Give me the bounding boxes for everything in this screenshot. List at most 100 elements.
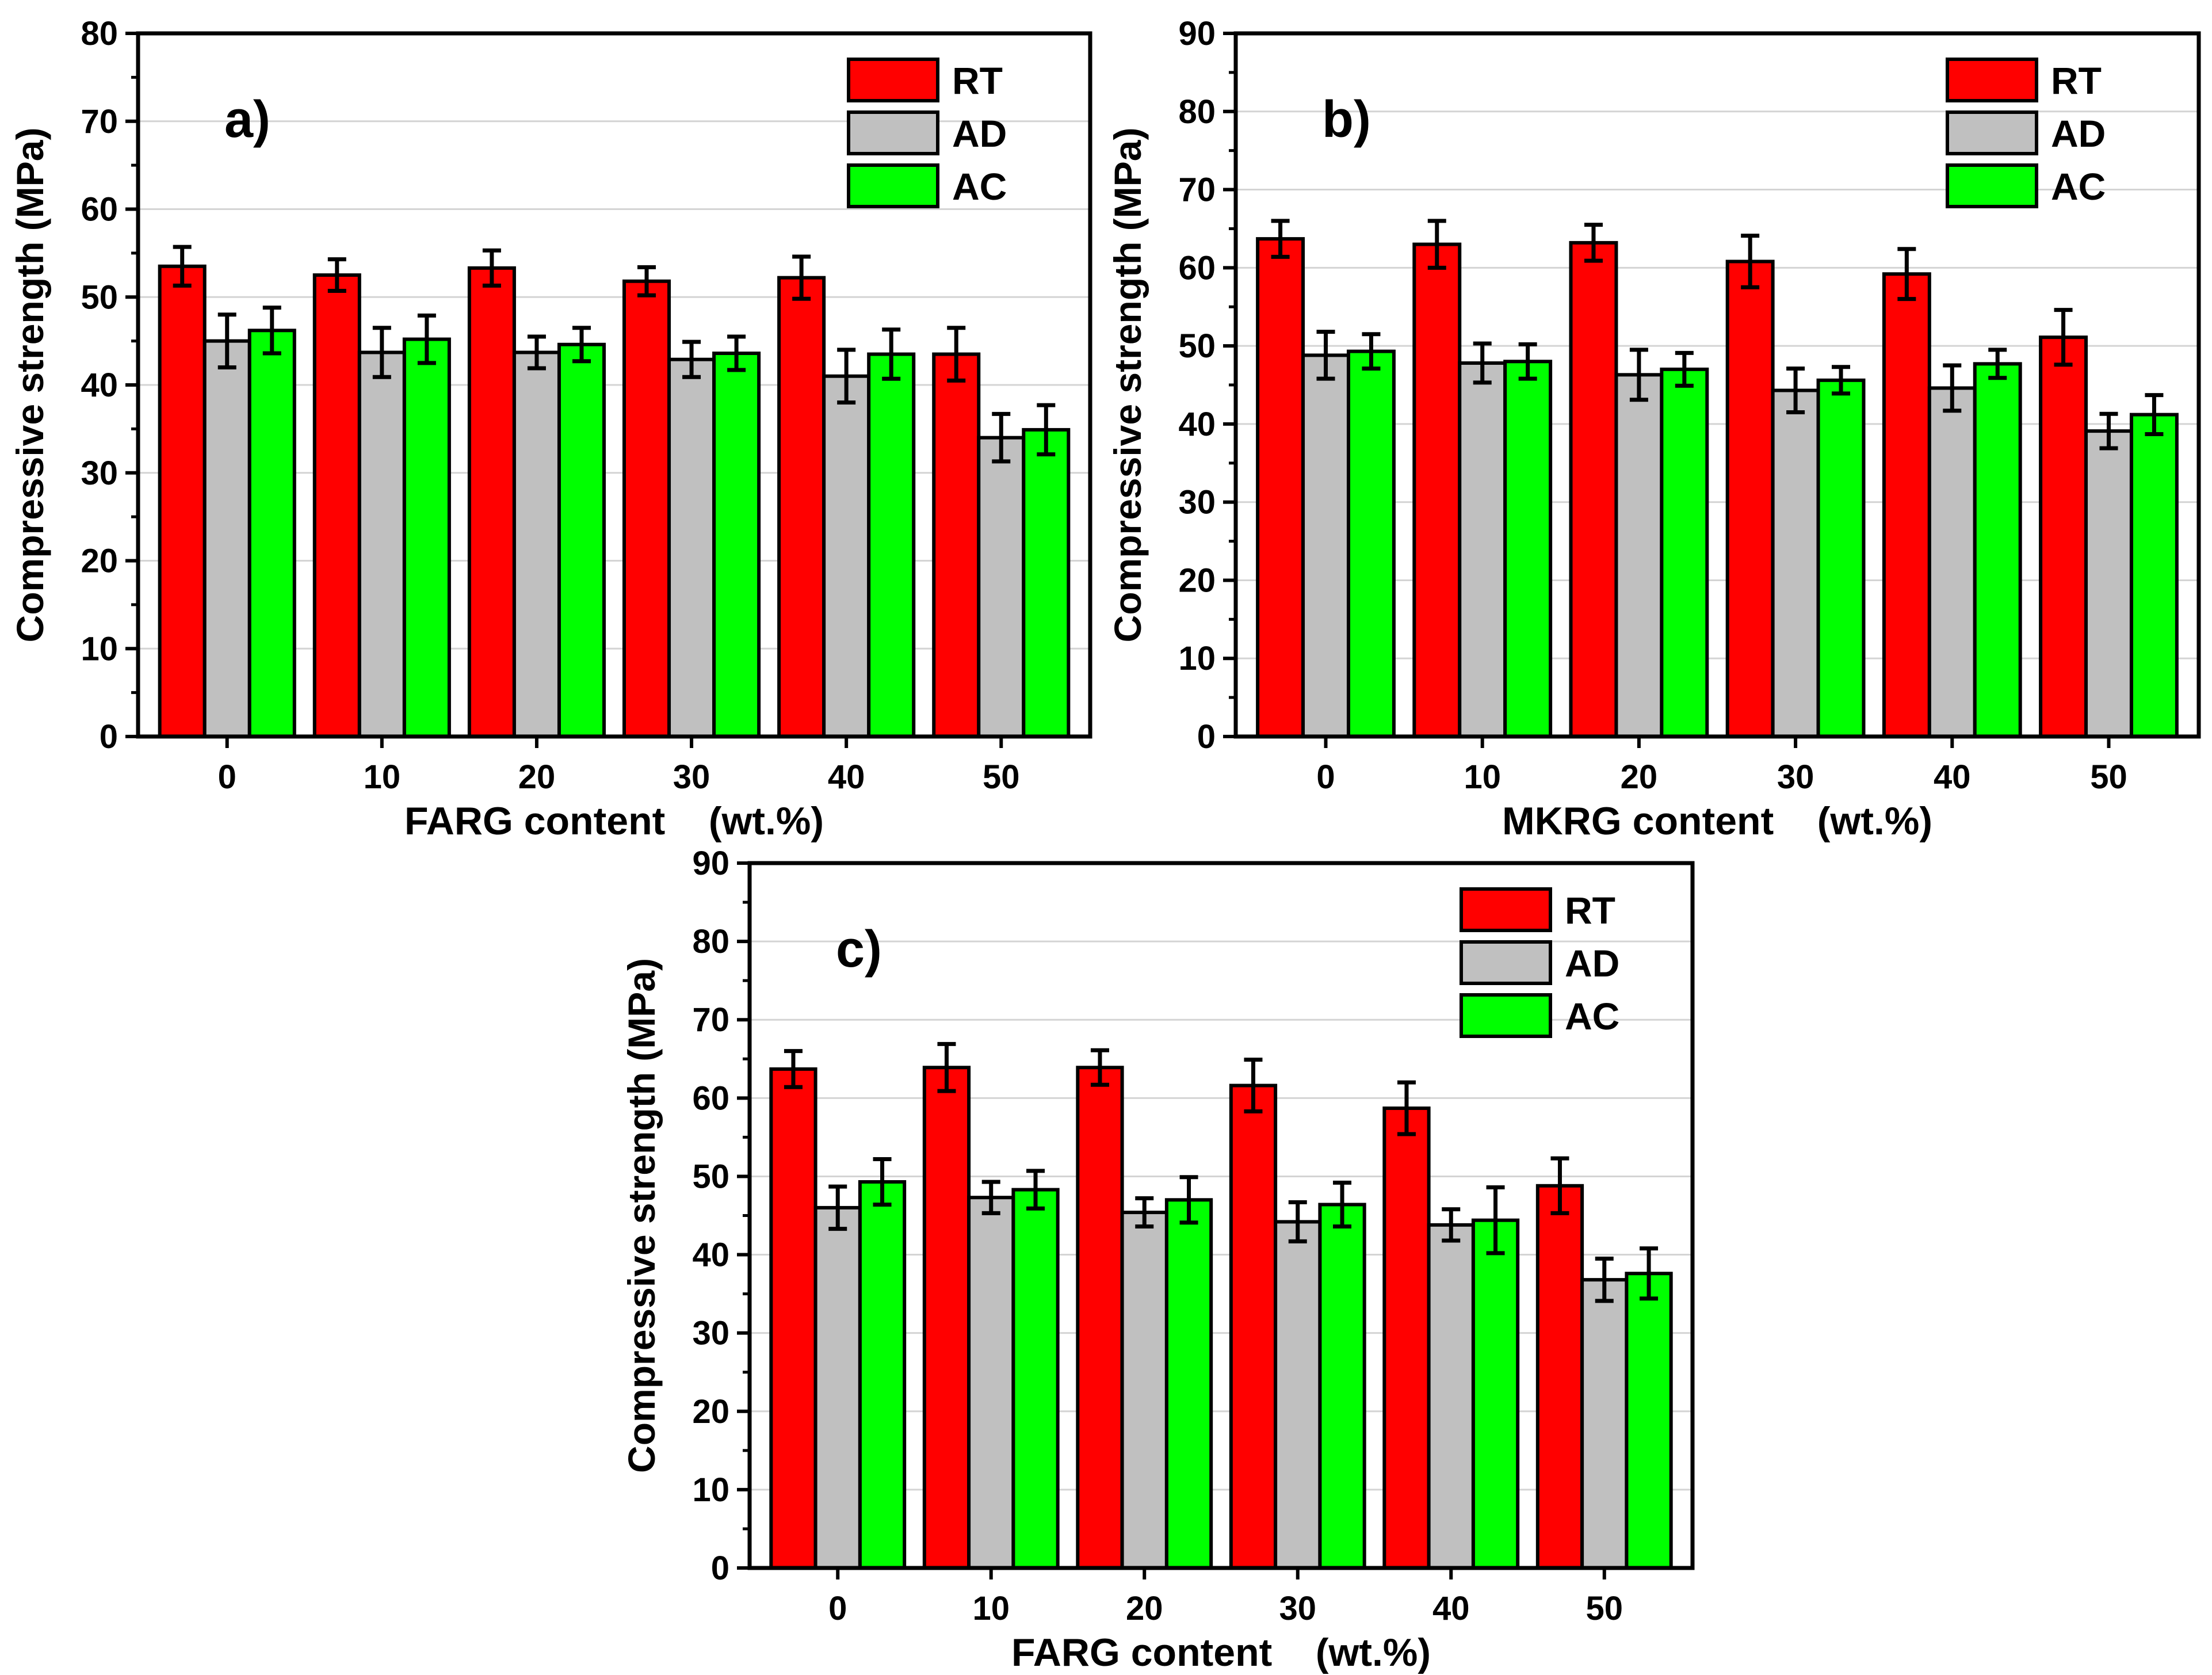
error-bar-ad-30 [682,339,701,379]
legend-item-ac: AC [847,163,1007,208]
error-bar-ac-20 [1675,350,1694,388]
legend-item-rt: RT [1946,58,2102,102]
legend-swatch-rt [847,58,939,102]
x-tick-label: 10 [364,758,401,796]
legend-swatch-ac [847,163,939,208]
y-tick-label: 90 [692,845,729,882]
legend-swatch-rt [1946,58,2038,102]
bar-ac-50 [1625,1272,1673,1570]
bar-ad-50 [2084,429,2133,738]
error-bar-ad-0 [217,312,236,369]
y-tick-label: 70 [692,1001,729,1039]
x-tick-label: 50 [983,758,1020,796]
bar-rt-30 [1229,1083,1278,1570]
bar-rt-40 [1382,1107,1431,1570]
y-tick-label: 60 [81,191,118,228]
x-tick-label: 0 [828,1590,847,1627]
legend-label-ac: AC [952,165,1007,208]
error-bar-ac-50 [2145,393,2164,437]
y-tick-label: 10 [81,630,118,667]
bar-ac-40 [1973,362,2022,738]
legend-label-ac: AC [1565,995,1619,1037]
error-bar-ac-0 [873,1157,892,1207]
bar-ac-0 [858,1180,907,1570]
error-bar-ad-50 [1595,1256,1614,1303]
bar-ad-50 [977,436,1026,738]
error-bar-ac-30 [727,334,746,372]
chart-panel-b: 0 10 20 30 40 50 60 70 80 90 0 10 20 30 40 50 MKRG conte… [1106,15,2201,843]
error-bar-ad-30 [1288,1200,1307,1243]
error-bar-ac-40 [1988,348,2007,380]
bar-ac-10 [1011,1188,1060,1570]
y-tick-label: 80 [81,15,118,52]
x-tick-label: 20 [518,758,556,796]
error-bar-ad-50 [992,411,1011,464]
legend-label-rt: RT [2051,59,2102,102]
x-axis-label: FARG content (wt.%) [404,799,824,843]
y-tick-label: 10 [1178,640,1216,677]
legend-swatch-ad [847,110,939,155]
legend-item-ac: AC [1460,993,1619,1038]
bar-ad-0 [813,1205,862,1570]
error-bar-ac-50 [1037,403,1056,457]
legend-swatch-ad [1946,110,2038,155]
error-bar-ac-0 [1362,332,1381,371]
legend-label-rt: RT [1565,889,1615,932]
legend-item-ad: AD [847,110,1007,155]
error-bar-rt-0 [1271,219,1290,259]
y-tick-label: 80 [1178,93,1216,131]
y-tick-label: 20 [692,1393,729,1430]
error-bar-ac-30 [1832,365,1851,396]
y-tick-label: 90 [1178,15,1216,52]
error-bar-ac-40 [1486,1185,1505,1256]
y-tick-label: 0 [711,1550,729,1587]
error-bar-ad-0 [828,1184,847,1231]
error-bar-ad-40 [1442,1207,1461,1243]
error-bar-rt-20 [1090,1048,1109,1087]
y-tick-label: 60 [692,1079,729,1117]
y-tick-label: 70 [1178,171,1216,209]
y-tick-label: 30 [1178,484,1216,521]
error-bar-rt-10 [327,257,346,293]
legend-item-rt: RT [1460,887,1615,932]
error-bar-rt-0 [173,245,192,288]
bar-ac-20 [1660,367,1709,738]
x-tick-label: 50 [2090,758,2127,796]
legend: RT AD AC [1946,58,2106,208]
error-bar-rt-30 [637,265,656,297]
error-bar-rt-10 [1427,219,1446,270]
bar-ac-10 [1503,360,1553,738]
error-bar-ac-10 [1026,1169,1045,1211]
x-axis-label: FARG content (wt.%) [1011,1631,1431,1674]
x-tick-label: 0 [1316,758,1335,796]
y-axis-label: Compressive strength (MPa) [620,958,663,1473]
x-tick-label: 40 [1934,758,1971,796]
y-tick-label: 50 [1178,327,1216,365]
bar-rt-20 [467,266,516,738]
y-tick-label: 80 [692,923,729,960]
error-bar-ac-10 [1518,342,1537,381]
legend-swatch-ad [1460,940,1552,985]
legend-item-ad: AD [1946,110,2106,155]
chart-panel-c: 0 10 20 30 40 50 60 70 80 90 0 10 20 30 40 50 FARG conte… [620,845,1695,1674]
bar-ac-30 [1318,1203,1366,1570]
bar-ad-10 [967,1196,1015,1570]
bar-ad-20 [512,350,561,738]
error-bar-rt-20 [482,248,501,288]
x-tick-label: 30 [1777,758,1814,796]
legend: RT AD AC [847,58,1007,208]
legend-swatch-rt [1460,887,1552,932]
legend-label-ad: AD [952,112,1007,155]
error-bar-ac-30 [1333,1180,1352,1229]
bar-ac-0 [247,329,296,738]
bar-rt-50 [1535,1184,1584,1570]
error-bar-rt-40 [1897,247,1916,302]
bar-ac-30 [712,352,761,738]
error-bar-ad-20 [527,334,546,371]
bar-ac-30 [1816,378,1866,738]
x-tick-label: 40 [1432,1590,1470,1627]
error-bar-rt-30 [1244,1058,1263,1113]
bar-rt-0 [769,1067,817,1570]
error-bar-ad-10 [1473,341,1492,385]
